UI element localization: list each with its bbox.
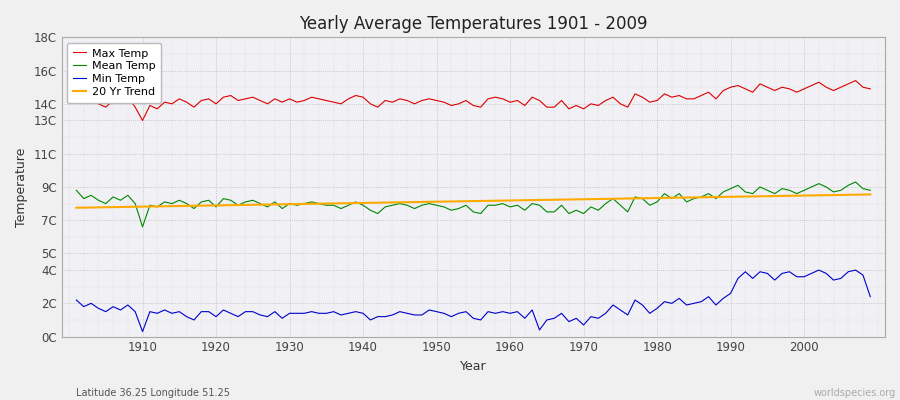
- Min Temp: [865, 294, 876, 299]
- Mean Temp: [865, 188, 876, 193]
- Min Temp: [71, 298, 82, 302]
- Min Temp: [137, 329, 148, 334]
- Max Temp: [71, 93, 82, 98]
- Legend: Max Temp, Mean Temp, Min Temp, 20 Yr Trend: Max Temp, Mean Temp, Min Temp, 20 Yr Tre…: [68, 43, 161, 103]
- Min Temp: [512, 309, 523, 314]
- Mean Temp: [600, 201, 611, 206]
- Text: Latitude 36.25 Longitude 51.25: Latitude 36.25 Longitude 51.25: [76, 388, 230, 398]
- Text: worldspecies.org: worldspecies.org: [814, 388, 896, 398]
- Max Temp: [865, 86, 876, 91]
- Max Temp: [299, 98, 310, 103]
- Min Temp: [343, 311, 354, 316]
- Mean Temp: [130, 201, 140, 206]
- Min Temp: [299, 311, 310, 316]
- Min Temp: [505, 311, 516, 316]
- X-axis label: Year: Year: [460, 360, 487, 373]
- Line: Mean Temp: Mean Temp: [76, 182, 870, 227]
- Mean Temp: [137, 224, 148, 229]
- Mean Temp: [71, 188, 82, 193]
- Mean Temp: [299, 201, 310, 206]
- Y-axis label: Temperature: Temperature: [15, 147, 28, 227]
- Max Temp: [130, 105, 140, 110]
- Mean Temp: [343, 203, 354, 208]
- Min Temp: [600, 311, 611, 316]
- Min Temp: [130, 309, 140, 314]
- Max Temp: [505, 100, 516, 104]
- Mean Temp: [850, 180, 861, 184]
- Title: Yearly Average Temperatures 1901 - 2009: Yearly Average Temperatures 1901 - 2009: [299, 15, 648, 33]
- Max Temp: [600, 98, 611, 103]
- Line: Min Temp: Min Temp: [76, 270, 870, 332]
- Mean Temp: [512, 203, 523, 208]
- Max Temp: [137, 118, 148, 123]
- Max Temp: [850, 78, 861, 83]
- Max Temp: [512, 98, 523, 103]
- Mean Temp: [505, 204, 516, 209]
- Line: Max Temp: Max Temp: [76, 80, 870, 120]
- Max Temp: [343, 96, 354, 101]
- Min Temp: [814, 268, 824, 272]
